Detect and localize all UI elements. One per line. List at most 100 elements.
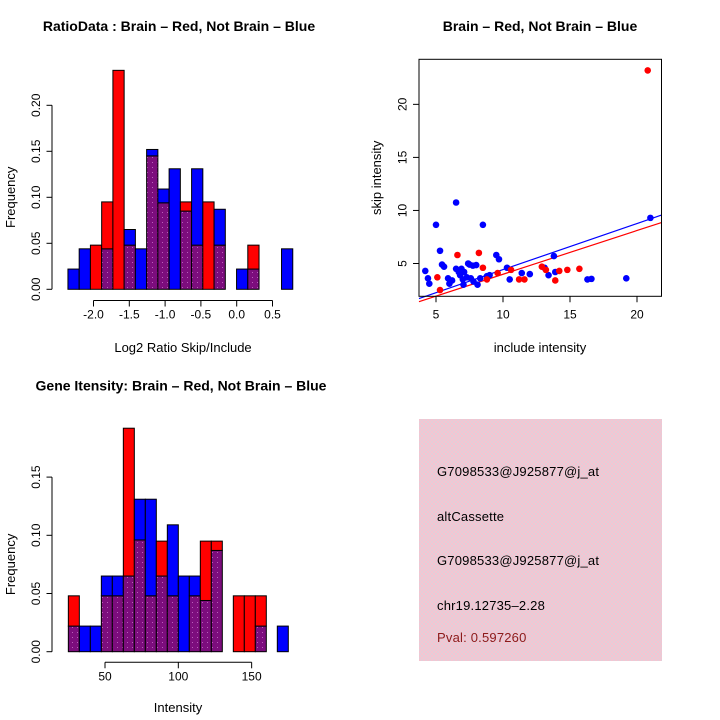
scatter-point-blue	[424, 275, 432, 282]
scatter-point-red	[521, 276, 528, 283]
x-axis-title: Intensity	[154, 700, 203, 715]
hist-bar-blue	[281, 248, 294, 290]
y-tick-label: 0.10	[29, 185, 43, 209]
y-tick-label: 0.20	[29, 93, 43, 117]
y-tick-label: 0.15	[29, 465, 43, 489]
hist-bar-blue	[166, 524, 179, 597]
scatter-point-red	[494, 269, 501, 277]
hist-bar-red	[122, 427, 135, 577]
hist-bar-red	[112, 69, 125, 290]
hist-bar-overlap	[122, 575, 135, 653]
hist-bar-overlap	[133, 539, 146, 653]
y-tick-label: 20	[396, 97, 410, 111]
hist-bar-blue	[111, 575, 124, 597]
scatter-point-blue	[622, 275, 630, 282]
scatter-point-blue	[474, 281, 481, 289]
y-tick-label: 0.00	[29, 277, 43, 301]
scatter-point-red	[564, 266, 571, 274]
hist-bar-blue	[144, 498, 157, 597]
pval-line: Pval: 0.597260	[437, 630, 527, 645]
ratio-histogram-panel: 0.00 0.05 0.10 0.15 0.20 Frequency -2.0 -1.5 -1.…	[3, 18, 315, 355]
hist-bar-blue	[134, 248, 148, 290]
scatter-point-blue	[476, 275, 484, 282]
y-axis-title: Frequency	[3, 533, 18, 595]
hist-bar-overlap	[123, 244, 136, 290]
y-axis-title: Frequency	[3, 166, 18, 228]
x-tick-label: -0.5	[191, 308, 212, 322]
x-tick-label: 150	[242, 670, 262, 684]
hist-bar-overlap	[67, 625, 80, 653]
x-tick-label: 0.0	[228, 308, 245, 322]
red-fit-line	[418, 222, 662, 303]
scatter-point-red	[483, 276, 491, 283]
scatter-point-blue	[545, 271, 552, 279]
scatter-point-blue	[588, 275, 595, 283]
y-tick-label: 0.05	[29, 231, 43, 255]
hist-bar-blue	[78, 625, 91, 653]
scatter-point-blue	[460, 281, 467, 289]
panel-title: RatioData : Brain – Red, Not Brain – Blu…	[43, 18, 315, 34]
hist-bar-blue	[213, 208, 226, 246]
x-tick-label: 5	[433, 308, 440, 322]
y-tick-label: 5	[396, 260, 410, 267]
x-tick-label: -2.0	[83, 308, 104, 322]
hist-bar-red	[199, 540, 212, 601]
hist-bar-blue	[100, 575, 113, 597]
hist-bar-blue	[276, 625, 289, 653]
scatter-point-red	[542, 266, 550, 274]
panel-title: Gene Itensity: Brain – Red, Not Brain – …	[36, 378, 327, 394]
hist-bar-overlap	[144, 595, 157, 653]
hist-bar-red	[243, 595, 256, 653]
hist-bar-red	[89, 244, 103, 290]
hist-bar-blue	[123, 229, 136, 246]
hist-bar-blue	[177, 575, 190, 653]
hist-bar-red	[210, 540, 223, 551]
y-tick-label: 0.05	[29, 581, 43, 605]
hist-bar-blue	[133, 498, 146, 541]
hist-bar-overlap	[111, 595, 124, 653]
x-tick-label: -1.5	[119, 308, 140, 322]
hist-bar-blue	[188, 575, 201, 597]
hist-bar-blue	[191, 168, 204, 246]
hist-bar-overlap	[191, 244, 204, 290]
x-tick-label: 50	[98, 670, 112, 684]
hist-bar-blue	[168, 168, 181, 290]
hist-bar-blue	[67, 268, 80, 290]
scatter-point-blue	[518, 269, 526, 277]
y-tick-label: 15	[396, 150, 410, 164]
hist-bar-red	[179, 201, 193, 212]
scatter-point-red	[515, 276, 523, 283]
hist-bar-overlap	[199, 599, 212, 653]
location-line: chr19.12735–2.28	[437, 598, 546, 613]
hist-bar-overlap	[101, 248, 114, 290]
hist-bar-red	[155, 540, 168, 577]
y-tick-label: 0.00	[29, 640, 43, 664]
hist-bar-red	[247, 244, 260, 270]
x-tick-label: 20	[630, 308, 644, 322]
hist-bar-red	[232, 595, 245, 653]
scatter-point-blue	[647, 214, 654, 222]
hist-bar-blue	[157, 188, 170, 204]
hist-bar-red	[254, 595, 267, 627]
scatter-point-blue	[440, 263, 448, 270]
hist-bar-overlap	[210, 549, 223, 653]
scatter-point-red	[434, 273, 441, 281]
hist-bar-overlap	[155, 575, 168, 653]
scatter-point-blue	[526, 270, 534, 278]
scatter-point-blue	[506, 276, 513, 283]
hist-bar-blue	[236, 268, 249, 290]
scatter-point-red	[475, 249, 483, 257]
hist-bar-red	[202, 201, 215, 290]
y-axis-title: skip intensity	[369, 140, 384, 215]
hist-bar-overlap	[100, 595, 113, 653]
y-tick-label: 0.10	[29, 523, 43, 547]
hist-bar-blue	[78, 248, 91, 290]
hist-bar-blue	[89, 625, 102, 653]
scatter-point-red	[576, 265, 583, 273]
scatter-point-blue	[421, 267, 429, 275]
scatter-point-blue	[426, 280, 433, 287]
scatter-point-blue	[448, 277, 456, 284]
gene-intensity-histogram-panel: 0.00 0.05 0.10 0.15 Frequency 50 100 150 Intensi…	[3, 378, 327, 716]
hist-bar-overlap	[188, 595, 201, 653]
